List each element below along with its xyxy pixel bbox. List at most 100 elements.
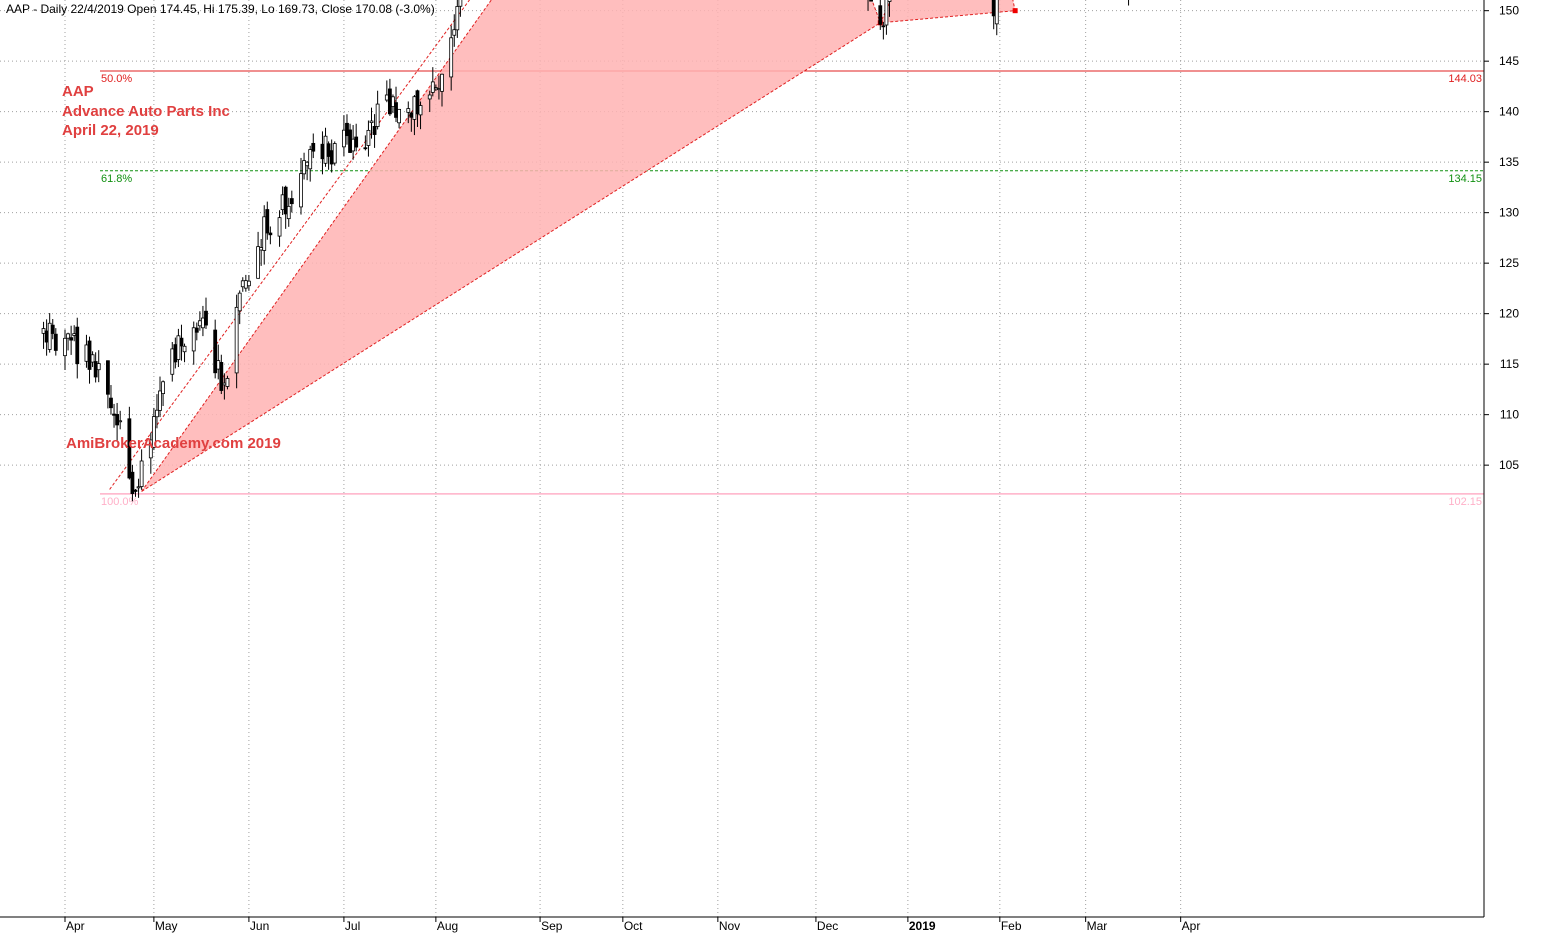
price-candles (41, 0, 1130, 502)
fib-level-value: 102.15 (1448, 496, 1482, 508)
candle-body (878, 5, 883, 25)
candle-body (452, 29, 457, 36)
x-tick-label: Apr (66, 919, 85, 933)
candle-body (63, 337, 67, 357)
candle-body (234, 306, 239, 374)
candle-body (243, 280, 248, 289)
candle-body (397, 108, 401, 124)
candle-body (305, 161, 310, 167)
candle-body (277, 217, 282, 237)
y-tick-label: 145 (1499, 54, 1519, 68)
candle-body (418, 105, 423, 116)
candle-body (75, 326, 80, 365)
candle-body (326, 143, 331, 157)
candle-body (87, 340, 92, 370)
candle-body (994, 0, 999, 25)
candle-body (222, 382, 227, 386)
candle-body (90, 354, 95, 363)
candle-body (93, 361, 98, 378)
x-tick-label: May (155, 919, 178, 933)
candle-body (440, 73, 444, 92)
candle-body (991, 0, 996, 17)
candle-body (869, 0, 873, 2)
candle-body (348, 129, 352, 153)
y-tick-label: 150 (1499, 4, 1519, 18)
y-tick-label: 110 (1500, 408, 1519, 422)
candle-body (106, 360, 110, 395)
candle-body (409, 112, 414, 118)
candle-body (96, 363, 101, 371)
candle-body (139, 460, 144, 487)
x-tick-label: Oct (624, 919, 643, 933)
candle-body (69, 337, 74, 341)
candle-body (219, 362, 224, 391)
candle-body (458, 0, 463, 7)
fib-level-pct: 61.8% (101, 173, 132, 185)
x-tick-label: 2019 (909, 919, 936, 933)
candle-body (66, 333, 70, 339)
pattern-point-marker (1012, 8, 1018, 14)
candle-body (84, 344, 89, 362)
y-tick-label: 130 (1499, 206, 1519, 220)
candle-body (262, 216, 267, 251)
candle-body (158, 390, 162, 411)
candle-body (259, 247, 264, 251)
candle-body (884, 0, 889, 26)
candle-body (384, 94, 389, 101)
candle-body (176, 335, 181, 360)
candle-body (375, 103, 380, 127)
candle-body (320, 143, 325, 160)
fib-level-pct: 50.0% (101, 73, 132, 85)
candle-body (201, 317, 205, 329)
candle-body (433, 87, 438, 90)
y-tick-label: 120 (1499, 307, 1519, 321)
candle-body (44, 330, 49, 343)
candle-body (363, 147, 368, 150)
candle-body (225, 378, 230, 387)
candle-body (179, 337, 184, 347)
annotation-ticker: AAP (62, 83, 94, 100)
x-tick-label: Aug (437, 919, 458, 933)
candle-body (240, 280, 245, 288)
candle-body (387, 88, 392, 115)
candle-body (299, 173, 303, 208)
candle-body (191, 327, 196, 352)
candle-body (53, 333, 58, 351)
candle-body (72, 333, 77, 336)
candle-body (268, 232, 273, 236)
candle-body (118, 420, 123, 423)
y-tick-label: 140 (1499, 105, 1519, 119)
x-tick-label: Nov (719, 919, 740, 933)
candle-body (391, 96, 395, 107)
candle-body (170, 348, 175, 375)
x-tick-label: Apr (1182, 919, 1201, 933)
candle-body (213, 329, 218, 374)
candle-body (372, 125, 377, 135)
x-tick-label: Jun (250, 919, 269, 933)
candle-body (216, 360, 221, 370)
candle-body (194, 327, 199, 333)
candle-body (342, 129, 346, 148)
candle-body (109, 397, 113, 409)
candle-body (406, 108, 411, 113)
candle-body (182, 345, 187, 353)
candle-body (286, 205, 291, 220)
x-tick-label: Jul (345, 919, 360, 933)
pattern-triangle-xab (141, 0, 881, 492)
candle-body (112, 413, 116, 416)
x-tick-label: Feb (1001, 919, 1022, 933)
candle-body (256, 246, 260, 279)
candle-body (115, 414, 120, 426)
annotation-date: April 22, 2019 (62, 122, 159, 139)
candle-body (197, 320, 202, 327)
annotation-company: Advance Auto Parts Inc (62, 103, 230, 120)
annotation-watermark: AmiBrokerAcademy.com 2019 (66, 435, 281, 452)
candle-body (148, 439, 153, 459)
candle-body (130, 471, 135, 494)
candle-body (127, 418, 132, 479)
candle-body (332, 143, 337, 164)
candle-body (354, 136, 359, 148)
candle-body (283, 186, 288, 215)
x-tick-label: Mar (1087, 919, 1108, 933)
